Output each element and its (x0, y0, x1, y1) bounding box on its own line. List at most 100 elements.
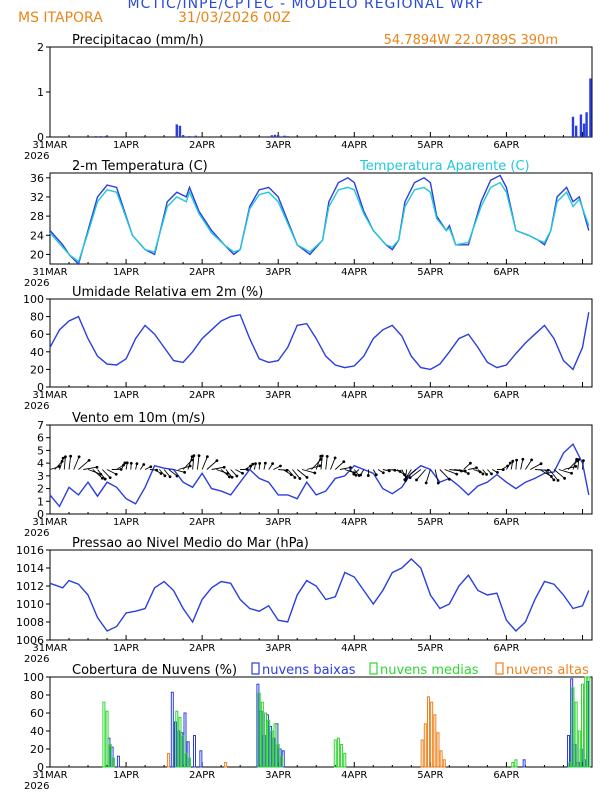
wind-year-label: 2026 (24, 528, 49, 539)
precip-bar (283, 135, 286, 137)
wind-arrow-head (168, 475, 172, 479)
wind-arrow-head (415, 478, 418, 482)
wind-arrow-head (205, 455, 209, 459)
precip-xtick-label: 5APR (417, 140, 443, 151)
rh-frame (49, 298, 593, 388)
cloud-bar (333, 739, 337, 768)
clouds-ytick-label: 80 (30, 689, 44, 702)
wind-arrow-head (320, 454, 324, 458)
wind-arrow-head (342, 460, 346, 464)
wind-arrow (292, 469, 301, 479)
wind-arrow (544, 469, 555, 481)
wind-arrow (458, 469, 469, 474)
clouds-year-label: 2026 (24, 781, 49, 792)
wind-arrow-head (197, 454, 201, 458)
clouds-title: Cobertura de Nuvens (%) (72, 663, 237, 678)
wind-arrow-head (521, 457, 525, 461)
clouds-frame (49, 676, 593, 768)
rh-ytick-label: 60 (30, 328, 44, 341)
wind-arrow-head (192, 454, 196, 458)
cloud-bar (511, 762, 515, 768)
cloud-bar (514, 759, 518, 768)
wind-arrow (54, 461, 63, 470)
temp-xtick-label: 4APR (341, 267, 367, 278)
cloud-bar (433, 714, 437, 768)
cloud-bar (181, 735, 185, 768)
precip-bar (94, 136, 98, 137)
wind-arrow-head (359, 473, 362, 477)
cloud-bar (568, 762, 572, 768)
cloud-bar (571, 687, 575, 768)
wind-arrow-head (298, 477, 302, 480)
wind-ytick-label: 3 (37, 470, 44, 483)
wind-arrow (525, 459, 532, 470)
wind-arrow-head (129, 461, 133, 465)
pressure-xtick-label: 3APR (265, 643, 291, 654)
cloud-bar (102, 701, 106, 768)
precip-bar (194, 135, 198, 137)
wind-arrow (163, 469, 171, 478)
rh-year-label: 2026 (24, 401, 49, 412)
wind-arrow-head (69, 454, 73, 458)
precip-bar (178, 125, 182, 137)
wind-arrow-head (349, 466, 352, 469)
wind-xtick-label: 4APR (341, 517, 367, 528)
wind-arrow-head (352, 472, 356, 476)
wind-arrow (572, 459, 578, 470)
precip-bar (270, 135, 274, 137)
wind-arrow-head (556, 478, 560, 482)
wind-arrow-head (87, 458, 91, 462)
pressure-xtick-label: 4APR (341, 643, 367, 654)
wind-arrow-head (563, 476, 566, 480)
wind-arrow-head (64, 455, 67, 459)
cloud-bar (187, 757, 191, 768)
wind-arrow-head (374, 473, 378, 477)
wind-arrow (416, 469, 426, 481)
rh-series-line (49, 312, 590, 371)
pressure-year-label: 2026 (24, 654, 49, 665)
wind-xtick-label: 2APR (189, 517, 215, 528)
rh-xtick-label: 2APR (189, 390, 215, 401)
wind-title: Vento em 10m (m/s) (72, 411, 205, 426)
wind-arrow-head (142, 463, 146, 466)
precip-bar (571, 116, 575, 137)
wind-arrow-head (570, 471, 573, 475)
wind-arrow-head (366, 474, 370, 477)
precip-ytick-label: 0 (37, 131, 44, 144)
wind-arrow (192, 455, 195, 470)
rh-ytick-label: 20 (30, 363, 44, 376)
clouds-xtick-label: 31MAR (32, 770, 67, 781)
cloud-bar (267, 719, 271, 768)
wind-arrow-head (511, 459, 515, 463)
wind-arrow-head (254, 462, 257, 465)
pressure-xtick-label: 31MAR (32, 643, 67, 654)
wind-arrow (168, 469, 178, 477)
temp-xtick-label: 1APR (113, 267, 139, 278)
cloud-bar (442, 759, 446, 768)
wind-arrow-head (263, 461, 267, 465)
wind-arrow (282, 469, 292, 476)
clouds-ytick-label: 100 (23, 671, 44, 684)
wind-arrow (78, 460, 90, 470)
cloud-legend-label: nuvens altas (506, 663, 589, 678)
clouds-xtick-label: 6APR (493, 770, 519, 781)
cloud-bar (279, 755, 283, 768)
cloud-legend-swatch (251, 662, 260, 675)
wind-ytick-label: 6 (37, 432, 44, 445)
wind-arrow (287, 469, 296, 478)
wind-arrow-head (496, 471, 499, 474)
wind-arrow-head (108, 476, 112, 480)
precip-xtick-label: 1APR (113, 140, 139, 151)
wind-arrow (434, 469, 439, 484)
cloud-legend-label: nuvens baixas (262, 663, 356, 678)
wind-arrow-head (318, 464, 322, 468)
cloud-bar (580, 683, 584, 768)
precip-bar (181, 135, 185, 137)
cloud-bar (105, 710, 109, 768)
cloud-bar (584, 676, 588, 768)
wind-arrow-head (485, 472, 488, 476)
wind-arrow (439, 469, 450, 480)
clouds-xtick-label: 5APR (417, 770, 443, 781)
cloud-bar (340, 744, 344, 768)
cloud-bar (264, 712, 268, 768)
